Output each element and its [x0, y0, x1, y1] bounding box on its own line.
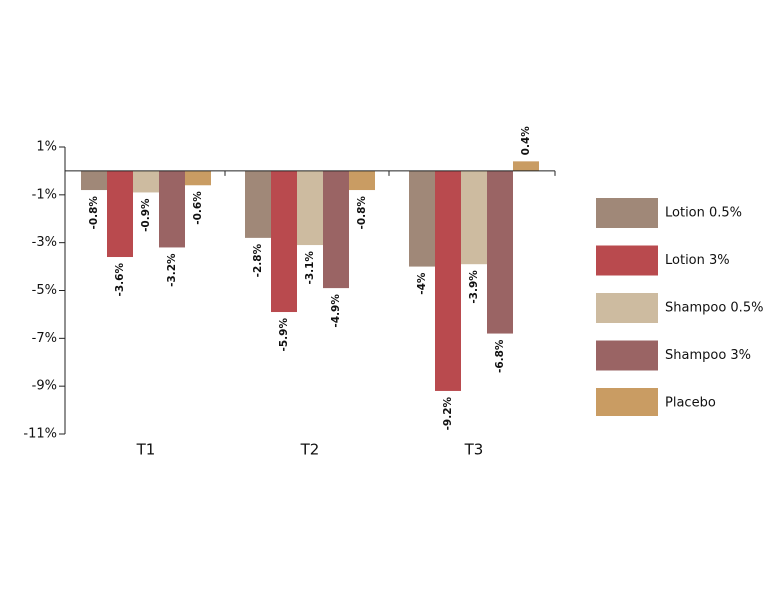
bar — [349, 170, 375, 191]
y-tick-label: -11% — [23, 427, 57, 442]
value-label: -5.9% — [278, 318, 290, 352]
bar — [513, 161, 539, 171]
value-label: -0.9% — [140, 198, 152, 232]
value-label: -0.6% — [192, 191, 204, 225]
legend-swatch — [596, 340, 658, 371]
value-label: -4% — [416, 272, 428, 295]
bar — [159, 170, 185, 248]
y-tick-label: -3% — [32, 235, 57, 250]
legend-label: Placebo — [665, 396, 716, 411]
value-label: -3.1% — [304, 251, 316, 285]
bar — [435, 170, 461, 391]
value-label: -3.6% — [114, 263, 126, 297]
legend-swatch — [596, 388, 658, 416]
legend-label: Lotion 0.5% — [665, 206, 742, 221]
bar — [487, 170, 513, 334]
value-label: -0.8% — [356, 196, 368, 230]
legend-label: Shampoo 0.5% — [665, 301, 763, 316]
y-tick-label: -7% — [32, 331, 57, 346]
legend-swatch — [596, 245, 658, 276]
bar — [107, 170, 133, 258]
legend-swatch — [596, 198, 658, 228]
x-tick-label: T2 — [300, 441, 320, 459]
legend-label: Lotion 3% — [665, 253, 730, 268]
y-tick-label: 1% — [36, 140, 57, 155]
value-label: -4.9% — [330, 294, 342, 328]
value-label: -6.8% — [494, 339, 506, 373]
y-tick-label: -9% — [32, 379, 57, 394]
bar — [81, 170, 107, 191]
value-label: 0.4% — [520, 126, 532, 156]
legend-swatch — [596, 293, 658, 323]
value-label: -2.8% — [252, 243, 264, 277]
bar — [461, 170, 487, 265]
x-tick-label: T3 — [464, 441, 484, 459]
value-label: -3.2% — [166, 253, 178, 287]
y-tick-label: -5% — [32, 283, 57, 298]
bar — [323, 170, 349, 289]
value-label: -3.9% — [468, 270, 480, 304]
bar — [133, 170, 159, 193]
bar — [185, 170, 211, 186]
bar — [409, 170, 435, 267]
bar — [245, 170, 271, 238]
bar — [297, 170, 323, 246]
y-tick-label: -1% — [32, 187, 57, 202]
x-tick-label: T1 — [136, 441, 156, 459]
value-label: -9.2% — [442, 396, 454, 430]
value-label: -0.8% — [88, 196, 100, 230]
legend-label: Shampoo 3% — [665, 348, 751, 363]
bar — [271, 170, 297, 313]
